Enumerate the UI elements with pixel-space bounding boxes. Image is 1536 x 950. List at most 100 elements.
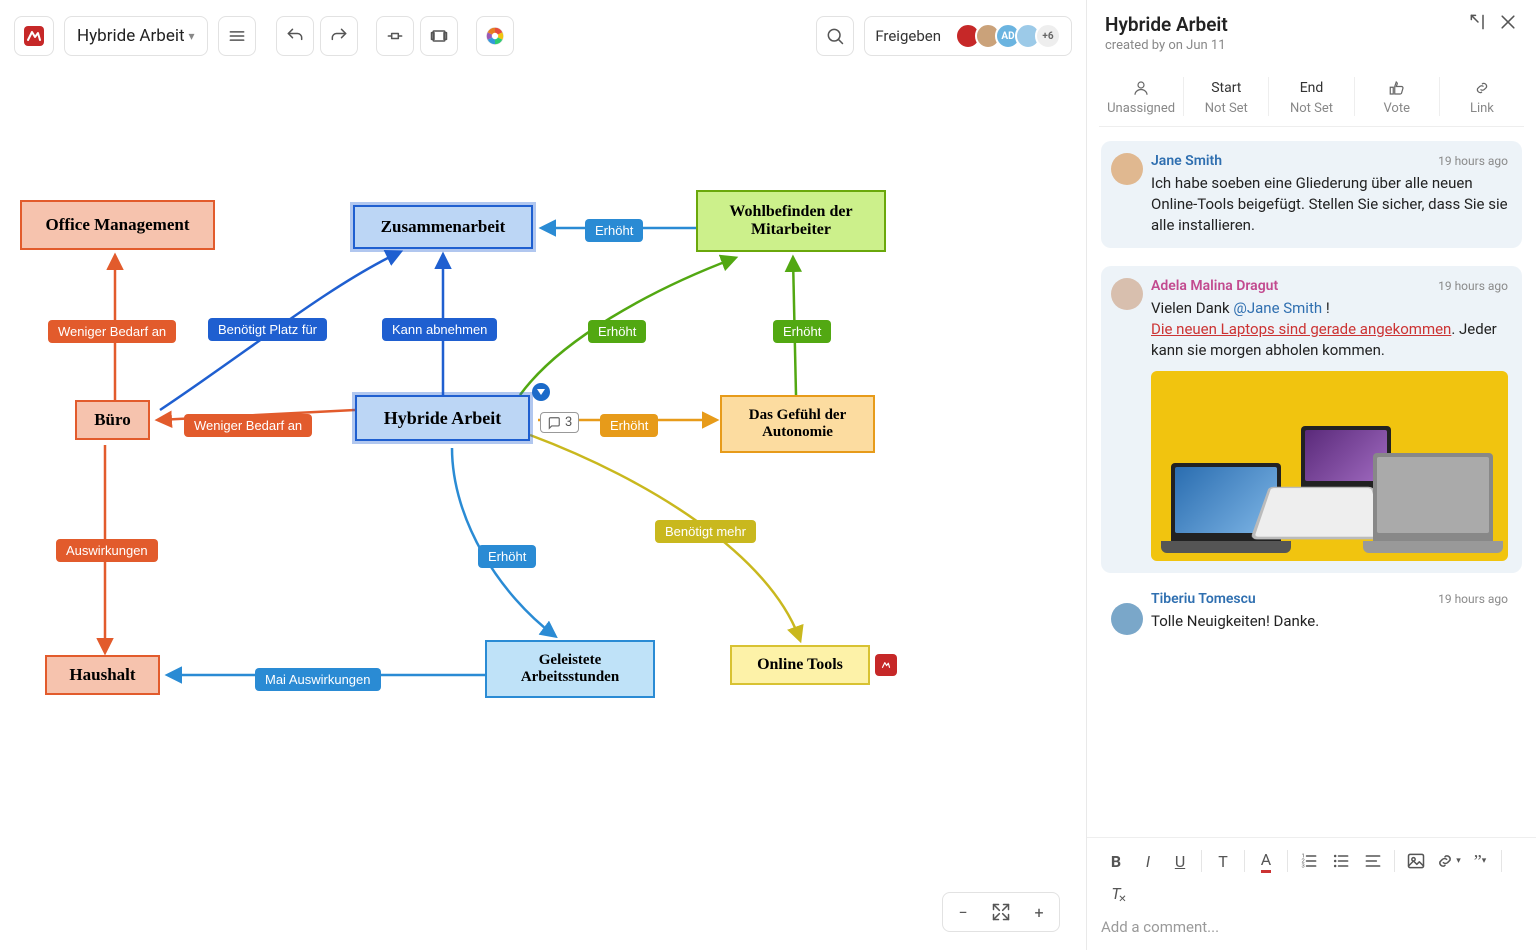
node-label: Online Tools bbox=[757, 656, 843, 674]
comment: Tiberiu Tomescu 19 hours ago Tolle Neuigke… bbox=[1101, 591, 1522, 632]
app-logo[interactable] bbox=[14, 16, 54, 56]
format-toolbar: B I U T A 123 ▾ ”▾ bbox=[1101, 846, 1522, 908]
text-color-button[interactable]: A bbox=[1251, 846, 1281, 876]
zoom-out-button[interactable]: − bbox=[947, 897, 979, 927]
node-label: Büro bbox=[94, 410, 131, 430]
document-title: Hybride Arbeit bbox=[77, 26, 185, 46]
expand-panel-button[interactable] bbox=[1468, 12, 1488, 36]
share-label: Freigeben bbox=[875, 27, 941, 45]
edge-label: Benötigt mehr bbox=[655, 520, 756, 543]
edge-label: Benötigt Platz für bbox=[208, 318, 327, 341]
text-style-button[interactable]: T bbox=[1208, 846, 1238, 876]
comment-body: Tolle Neuigkeiten! Danke. bbox=[1151, 611, 1508, 632]
zoom-in-button[interactable]: + bbox=[1023, 897, 1055, 927]
diagram-node[interactable]: Hybride Arbeit bbox=[355, 395, 530, 441]
avatar-overflow: +6 bbox=[1035, 23, 1061, 49]
bullet-list-button[interactable] bbox=[1326, 846, 1356, 876]
node-label: Geleistete Arbeitsstunden bbox=[497, 652, 643, 686]
diagram-canvas[interactable]: Hybride Arbeit ▾ bbox=[0, 0, 1086, 950]
underline-button[interactable]: U bbox=[1165, 846, 1195, 876]
avatar bbox=[1111, 603, 1143, 635]
diagram-arrows bbox=[0, 0, 1086, 950]
diagram-node[interactable]: Büro bbox=[75, 400, 150, 440]
edge-label: Mai Auswirkungen bbox=[255, 668, 381, 691]
search-button[interactable] bbox=[816, 16, 854, 56]
comment-input[interactable]: Add a comment... bbox=[1101, 918, 1522, 936]
comment-body: Ich habe soeben eine Gliederung über all… bbox=[1151, 173, 1508, 236]
clear-format-button[interactable]: T✕ bbox=[1101, 878, 1131, 908]
edge-label: Weniger Bedarf an bbox=[184, 414, 312, 437]
node-label: Hybride Arbeit bbox=[384, 408, 502, 429]
diagram-node[interactable]: Online Tools bbox=[730, 645, 870, 685]
edge-label: Erhöht bbox=[773, 320, 831, 343]
top-toolbar: Hybride Arbeit ▾ bbox=[14, 14, 1072, 58]
mention[interactable]: @Jane Smith bbox=[1233, 299, 1322, 317]
ordered-list-button[interactable]: 123 bbox=[1294, 846, 1324, 876]
diagram-node[interactable]: Office Management bbox=[20, 200, 215, 250]
undo-button[interactable] bbox=[276, 16, 314, 56]
diagram-node[interactable]: Das Gefühl der Autonomie bbox=[720, 395, 875, 453]
link-button[interactable]: ▾ bbox=[1433, 846, 1463, 876]
zoom-controls: − + bbox=[942, 892, 1060, 932]
panel-meta-bar: Unassigned Start Not Set End Not Set Vot… bbox=[1099, 67, 1524, 127]
comment-body: Vielen Dank @Jane Smith !Die neuen Lapto… bbox=[1151, 298, 1508, 361]
align-button[interactable] bbox=[1358, 846, 1388, 876]
chevron-down-icon: ▾ bbox=[189, 29, 195, 43]
document-title-dropdown[interactable]: Hybride Arbeit ▾ bbox=[64, 16, 208, 56]
edge-label: Erhöht bbox=[600, 414, 658, 437]
node-label: Zusammenarbeit bbox=[381, 217, 506, 237]
avatar bbox=[1111, 278, 1143, 310]
comments-list: Jane Smith 19 hours ago Ich habe soeben ei… bbox=[1087, 127, 1536, 837]
node-label: Das Gefühl der Autonomie bbox=[732, 407, 863, 441]
meta-vote[interactable]: Vote bbox=[1355, 77, 1440, 116]
quote-button[interactable]: ”▾ bbox=[1465, 846, 1495, 876]
comment-count: 3 bbox=[565, 415, 572, 430]
redo-button[interactable] bbox=[320, 16, 358, 56]
comment-editor: B I U T A 123 ▾ ”▾ bbox=[1087, 837, 1536, 950]
share-avatars: AD +6 bbox=[955, 23, 1061, 49]
edge-label: Kann abnehmen bbox=[382, 318, 497, 341]
edge-label: Erhöht bbox=[585, 219, 643, 242]
node-expand-handle[interactable] bbox=[532, 383, 550, 401]
node-brand-badge bbox=[875, 654, 897, 676]
meta-end[interactable]: End Not Set bbox=[1269, 77, 1354, 116]
comment-image[interactable] bbox=[1151, 371, 1508, 561]
comment-author[interactable]: Jane Smith bbox=[1151, 153, 1222, 169]
comment-author[interactable]: Adela Malina Dragut bbox=[1151, 278, 1278, 294]
panel-header: Hybride Arbeit created by on Jun 11 bbox=[1087, 0, 1536, 59]
edge-label: Auswirkungen bbox=[56, 539, 158, 562]
hamburger-menu-button[interactable] bbox=[218, 16, 256, 56]
comment-author[interactable]: Tiberiu Tomescu bbox=[1151, 591, 1256, 607]
svg-text:3: 3 bbox=[1302, 864, 1305, 870]
diagram-node[interactable]: Geleistete Arbeitsstunden bbox=[485, 640, 655, 698]
meta-assignee[interactable]: Unassigned bbox=[1099, 77, 1184, 116]
edge-label: Erhöht bbox=[588, 320, 646, 343]
comment-time: 19 hours ago bbox=[1438, 279, 1508, 293]
side-panel: Hybride Arbeit created by on Jun 11 Unas… bbox=[1086, 0, 1536, 950]
node-label: Haushalt bbox=[69, 665, 135, 685]
diagram-node[interactable]: Haushalt bbox=[45, 655, 160, 695]
comment: Adela Malina Dragut 19 hours ago Vielen Da… bbox=[1101, 266, 1522, 573]
node-comment-badge[interactable]: 3 bbox=[540, 412, 579, 433]
comment-time: 19 hours ago bbox=[1438, 154, 1508, 168]
italic-button[interactable]: I bbox=[1133, 846, 1163, 876]
panel-subtitle: created by on Jun 11 bbox=[1105, 38, 1518, 53]
meta-link[interactable]: Link bbox=[1440, 77, 1524, 116]
close-panel-button[interactable] bbox=[1498, 12, 1518, 36]
edge-label: Weniger Bedarf an bbox=[48, 320, 176, 343]
meta-start[interactable]: Start Not Set bbox=[1184, 77, 1269, 116]
zoom-fit-button[interactable] bbox=[985, 897, 1017, 927]
comment-time: 19 hours ago bbox=[1438, 592, 1508, 606]
diagram-node[interactable]: Zusammenarbeit bbox=[353, 205, 533, 249]
share-button[interactable]: Freigeben AD +6 bbox=[864, 16, 1072, 56]
layout-tool-button[interactable] bbox=[376, 16, 414, 56]
color-wheel-button[interactable] bbox=[476, 16, 514, 56]
diagram-node[interactable]: Wohlbefinden der Mitarbeiter bbox=[696, 190, 886, 252]
slide-tool-button[interactable] bbox=[420, 16, 458, 56]
panel-title: Hybride Arbeit bbox=[1105, 13, 1458, 36]
node-label: Wohlbefinden der Mitarbeiter bbox=[708, 203, 874, 239]
bold-button[interactable]: B bbox=[1101, 846, 1131, 876]
image-button[interactable] bbox=[1401, 846, 1431, 876]
comment-link[interactable]: Die neuen Laptops sind gerade angekommen bbox=[1151, 320, 1451, 338]
node-label: Office Management bbox=[46, 215, 190, 235]
